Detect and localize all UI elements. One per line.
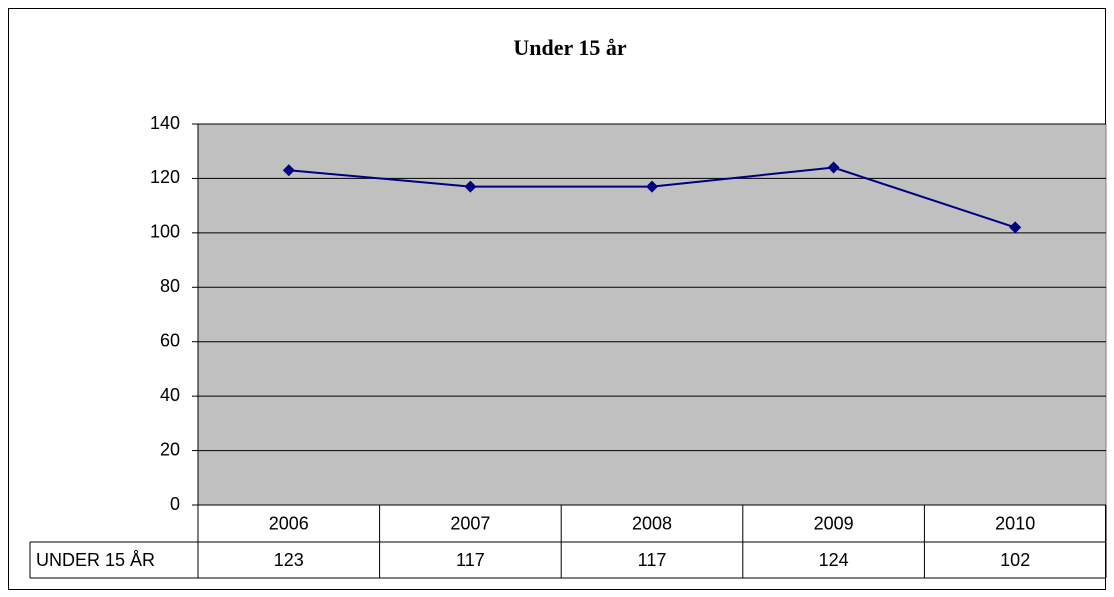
y-tick-label: 0 xyxy=(170,494,180,514)
y-tick-label: 140 xyxy=(150,113,180,133)
y-tick-label: 80 xyxy=(160,276,180,296)
marker xyxy=(1009,221,1022,234)
y-tick-label: 100 xyxy=(150,222,180,242)
table-value: 117 xyxy=(456,550,485,570)
chart-title: Under 15 år xyxy=(513,35,626,60)
y-tick-label: 40 xyxy=(160,385,180,405)
x-tick-label: 2007 xyxy=(450,513,490,533)
y-tick-label: 60 xyxy=(160,330,180,350)
marker xyxy=(646,180,658,193)
table-value: 102 xyxy=(1000,550,1030,570)
x-tick-label: 2006 xyxy=(269,513,309,533)
marker xyxy=(282,164,295,177)
marker xyxy=(464,180,477,193)
x-tick-label: 2008 xyxy=(632,513,672,533)
x-tick-label: 2009 xyxy=(814,513,854,533)
y-tick-label: 20 xyxy=(160,439,180,459)
x-tick-label: 2010 xyxy=(995,513,1035,533)
table-value: 123 xyxy=(274,550,304,570)
y-tick-label: 120 xyxy=(150,167,180,187)
table-value: 117 xyxy=(638,550,667,570)
marker xyxy=(827,161,840,174)
table-value: 124 xyxy=(819,550,849,570)
legend-label: UNDER 15 ÅR xyxy=(36,550,155,570)
